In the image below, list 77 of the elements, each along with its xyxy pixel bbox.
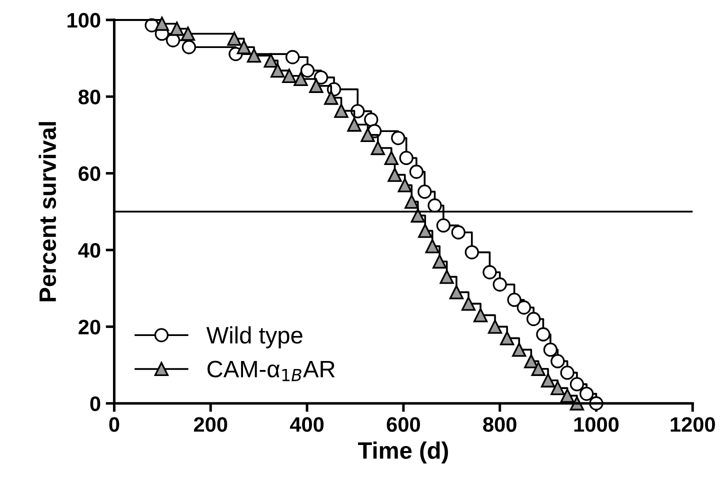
point <box>526 312 541 326</box>
point <box>180 26 196 41</box>
point <box>507 292 522 307</box>
point <box>440 270 454 284</box>
point <box>324 90 338 105</box>
point <box>264 53 278 68</box>
point <box>154 16 170 31</box>
point <box>560 388 574 403</box>
point <box>461 296 476 311</box>
point <box>334 104 348 118</box>
point <box>309 78 324 93</box>
point <box>482 265 497 280</box>
point <box>410 208 425 223</box>
point <box>398 178 412 192</box>
point <box>570 377 584 392</box>
point <box>294 72 308 86</box>
point <box>418 224 432 238</box>
point <box>449 285 464 300</box>
x-tick-label: 600 <box>386 417 420 432</box>
point <box>560 366 574 380</box>
point <box>451 225 466 240</box>
point <box>314 70 328 85</box>
point <box>540 373 556 388</box>
point <box>488 320 502 334</box>
point <box>282 68 296 83</box>
point <box>364 112 378 127</box>
x-tick-label: 400 <box>290 417 324 432</box>
y-tick-label: 80 <box>78 90 100 104</box>
point <box>391 130 406 146</box>
point <box>436 218 451 233</box>
point <box>418 184 432 199</box>
x-tick-label: 1000 <box>574 417 619 432</box>
point <box>580 386 594 401</box>
point <box>236 40 251 54</box>
point <box>347 118 362 132</box>
point <box>399 150 414 166</box>
point <box>246 48 262 63</box>
x-tick-label: 200 <box>194 417 228 432</box>
point <box>492 277 507 292</box>
x-tick-label: 800 <box>483 417 516 432</box>
point <box>227 32 242 46</box>
point <box>524 354 538 368</box>
point <box>516 300 532 315</box>
point <box>370 140 385 156</box>
point <box>536 327 550 342</box>
y-tick-label: 60 <box>78 166 100 182</box>
point <box>550 380 565 396</box>
y-tick-label: 20 <box>78 320 100 334</box>
point <box>428 198 442 213</box>
point <box>512 342 526 357</box>
point <box>285 50 300 64</box>
point <box>425 239 440 254</box>
y-tick-label: 0 <box>90 396 100 412</box>
point <box>404 194 419 209</box>
point <box>182 40 196 54</box>
y-tick-label: 40 <box>78 242 100 258</box>
point <box>388 168 402 182</box>
point <box>432 254 447 269</box>
point <box>409 164 424 179</box>
point <box>550 354 565 368</box>
legend-label: Wild type <box>206 326 302 348</box>
x-axis-title: Time (d) <box>358 442 448 464</box>
point <box>300 63 315 78</box>
y-tick-label: 100 <box>68 12 100 28</box>
point <box>500 331 514 346</box>
point <box>473 308 488 322</box>
x-tick-label: 1200 <box>670 417 715 432</box>
x-tick-label: 0 <box>109 417 120 432</box>
point <box>531 362 546 376</box>
point <box>543 342 558 357</box>
legend-label: CAM-α$_{1B}$AR <box>208 360 335 382</box>
point <box>384 150 398 166</box>
point <box>464 245 479 260</box>
point <box>270 63 285 78</box>
y-axis-title: Percent survival <box>38 122 56 302</box>
point <box>170 22 184 36</box>
point <box>360 128 375 142</box>
